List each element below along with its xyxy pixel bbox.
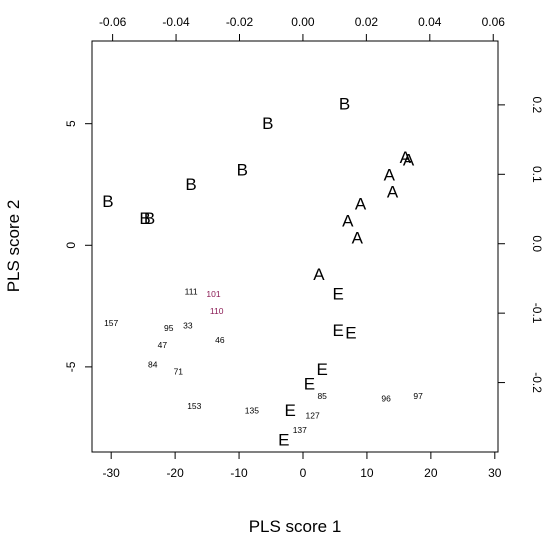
data-point-label: A: [313, 265, 325, 284]
data-point-label: 33: [183, 321, 193, 331]
y-axis-title: PLS score 2: [4, 200, 23, 293]
top-tick-label: -0.02: [226, 15, 254, 29]
x-tick-label: -30: [103, 466, 121, 480]
y-tick-label: 5: [64, 120, 78, 127]
top-tick-label: 0.02: [355, 15, 379, 29]
right-axis: -0.2 -0.1 0.0 0.1 0.2: [498, 97, 544, 393]
data-point-label: 110: [210, 306, 224, 316]
data-point-label: 96: [381, 393, 391, 403]
data-point-label: E: [345, 323, 356, 342]
data-point-label: A: [387, 182, 399, 201]
top-tick-label: -0.04: [162, 15, 190, 29]
top-tick-label: -0.06: [99, 15, 127, 29]
data-point-label: E: [317, 360, 328, 379]
data-point-label: B: [339, 95, 350, 114]
data-point-label: 95: [164, 323, 174, 333]
x-tick-label: 10: [360, 466, 374, 480]
left-axis: -5 0 5: [64, 120, 92, 372]
data-point-label: 84: [148, 359, 158, 369]
top-tick-label: 0.04: [418, 15, 442, 29]
data-point-label: A: [342, 211, 354, 230]
data-point-label: E: [304, 374, 315, 393]
data-point-label: 85: [317, 391, 327, 401]
bottom-axis: -30 -20 -10 0 10 20 30: [103, 452, 502, 480]
data-point-label: A: [355, 194, 367, 213]
plot-frame: [91, 40, 499, 453]
data-point-label: 71: [174, 367, 184, 377]
data-point-label: B: [139, 209, 150, 228]
data-point-label: B: [144, 209, 155, 228]
data-point-label: E: [332, 284, 343, 303]
right-tick-label: -0.2: [530, 372, 544, 393]
data-point-label: B: [102, 192, 113, 211]
data-point-label: 97: [413, 391, 423, 401]
data-point-label: 153: [187, 401, 201, 411]
x-axis-title: PLS score 1: [249, 517, 342, 536]
data-point-label: A: [384, 165, 396, 184]
data-point-label: E: [332, 321, 343, 340]
data-point-label: 127: [305, 411, 319, 421]
data-point-label: 46: [215, 335, 225, 345]
x-tick-label: 20: [424, 466, 438, 480]
data-point-label: A: [403, 151, 415, 170]
data-point-label: B: [237, 160, 248, 179]
right-tick-label: -0.1: [530, 303, 544, 324]
data-point-label: 157: [104, 318, 118, 328]
top-axis: -0.06 -0.04 -0.02 0.00 0.02 0.04 0.06: [99, 15, 505, 41]
data-point-label: 101: [206, 289, 220, 299]
data-point-label: B: [185, 175, 196, 194]
top-tick-label: 0.06: [482, 15, 506, 29]
y-tick-label: -5: [64, 361, 78, 372]
data-point-label: E: [285, 401, 296, 420]
data-point-label: A: [352, 228, 364, 247]
x-tick-label: 0: [300, 466, 307, 480]
data-point-label: 135: [245, 406, 259, 416]
right-tick-label: 0.0: [530, 235, 544, 252]
data-point-label: 137: [293, 425, 307, 435]
data-point-label: 111: [185, 286, 198, 296]
y-tick-label: 0: [64, 242, 78, 249]
x-tick-label: -20: [166, 466, 184, 480]
right-tick-label: 0.1: [530, 166, 544, 183]
data-point-label: 47: [158, 340, 168, 350]
x-tick-label: -10: [230, 466, 248, 480]
data-point-label: E: [278, 430, 289, 449]
top-tick-label: 0.00: [291, 15, 315, 29]
x-tick-label: 30: [488, 466, 502, 480]
right-tick-label: 0.2: [530, 97, 544, 114]
data-point-label: A: [400, 148, 412, 167]
data-point-label: B: [262, 114, 273, 133]
